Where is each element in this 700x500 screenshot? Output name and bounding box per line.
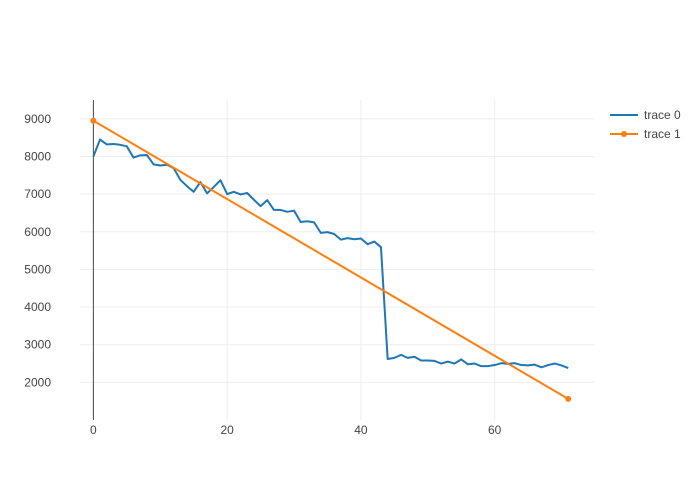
legend[interactable]: trace 0 trace 1 (610, 108, 681, 141)
y-tick-label: 8000 (24, 149, 51, 163)
x-tick-label: 0 (90, 423, 97, 437)
series-layer (90, 117, 572, 402)
x-tick-label: 20 (220, 423, 234, 437)
series-line-1[interactable] (92, 119, 569, 400)
series-marker-1[interactable] (565, 395, 572, 402)
y-tick-label: 6000 (24, 225, 51, 239)
axes: 2000 3000 4000 5000 6000 7000 8000 9000 0 20 40 60 (24, 100, 502, 437)
legend-swatch-marker (621, 131, 627, 137)
y-tick-label: 2000 (24, 375, 51, 389)
y-tick-label: 7000 (24, 187, 51, 201)
y-tick-label: 5000 (24, 262, 51, 276)
legend-item-0[interactable]: trace 0 (610, 108, 681, 122)
legend-label: trace 0 (644, 108, 681, 122)
legend-label: trace 1 (644, 127, 681, 141)
legend-item-1[interactable]: trace 1 (610, 127, 681, 141)
series-marker-1[interactable] (90, 117, 97, 124)
y-tick-label: 3000 (24, 338, 51, 352)
x-tick-label: 60 (488, 423, 502, 437)
y-tick-label: 9000 (24, 112, 51, 126)
grid-lines (80, 100, 595, 420)
x-tick-label: 40 (354, 423, 368, 437)
y-tick-label: 4000 (24, 300, 51, 314)
